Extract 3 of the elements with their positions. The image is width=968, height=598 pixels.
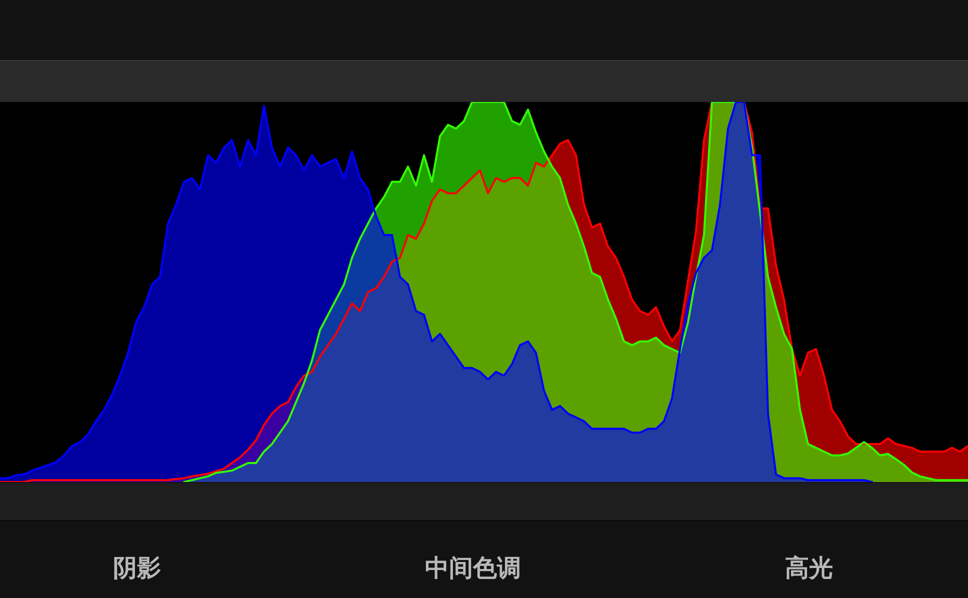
- text: 阴影: [112, 553, 162, 584]
- text: 中间色调: [424, 553, 522, 584]
- text: 高光: [784, 553, 834, 584]
